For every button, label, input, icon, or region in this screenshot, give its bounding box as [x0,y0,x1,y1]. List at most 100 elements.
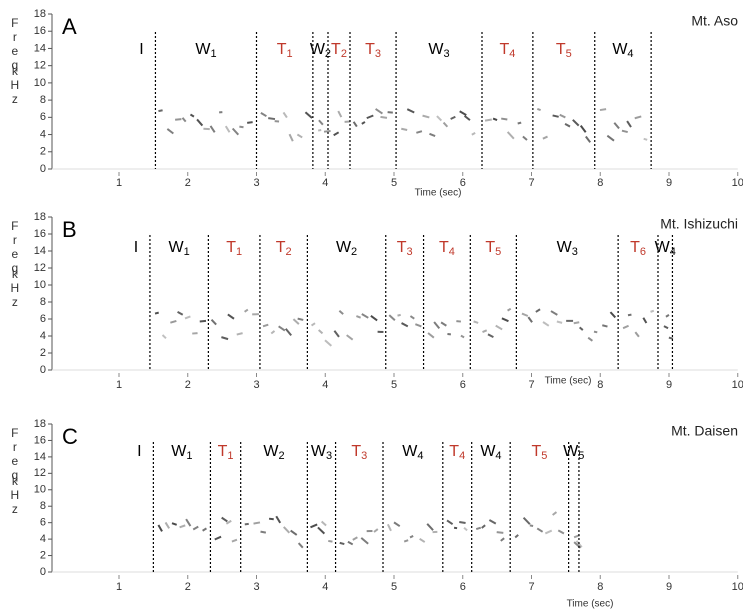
y-tick-label: 0 [40,566,46,578]
segment-label: T3 [397,239,413,258]
segment-label: W4 [480,443,501,462]
spectrogram-trace [482,329,488,334]
x-tick-label: 5 [391,177,397,189]
spectrogram-trace [161,334,167,340]
x-tick-label: 10 [732,379,743,391]
y-tick-label: 16 [34,228,46,240]
y-tick-label: 8 [40,296,46,308]
spectrogram-trace [333,330,340,338]
spectrogram-trace [366,114,374,120]
spectrogram-trace [507,307,512,312]
x-tick-label: 3 [253,177,259,189]
segment-index: 2 [341,48,347,60]
spectrogram-trace [221,516,228,523]
segment-label: T3 [351,443,367,462]
segment-name: W [336,239,352,256]
segment-label: T5 [531,443,547,462]
segment-name: I [137,443,141,460]
segment-index: 3 [406,246,412,258]
x-tick-label: 1 [116,581,122,593]
spectrogram-trace [288,133,294,142]
x-tick-label: 7 [528,177,534,189]
spectrogram-trace [199,319,207,323]
y-tick-label: 0 [40,163,46,175]
spectrogram-trace [613,122,620,130]
segment-index: 4 [417,450,423,462]
spectrogram-trace [517,121,522,125]
y-tick-label: 0 [40,364,46,376]
segment-name: I [139,41,143,58]
spectrogram-trace [564,123,571,128]
y-tick-label: 8 [40,500,46,512]
spectrogram-trace [202,527,207,532]
x-tick-label: 10 [732,581,743,593]
spectrogram-trace [542,135,548,140]
spectrogram-trace [375,108,383,115]
segment-label: W3 [557,239,578,258]
spectrogram-trace [244,308,249,313]
spectrogram-trace [436,115,443,122]
x-tick-label: 1 [116,379,122,391]
x-tick-label: 8 [597,177,603,189]
segment-label: I [139,41,143,58]
spectrogram-trace [634,115,642,120]
segment-label: W1 [169,239,190,258]
spectrogram-trace [501,317,509,323]
segment-label: T4 [499,41,515,60]
segment-index: 4 [459,450,465,462]
spectrogram-trace [253,521,261,525]
spectrogram-trace [275,515,282,524]
y-tick-label: 2 [40,347,46,359]
y-tick-label: 4 [40,533,46,545]
spectrogram-trace [239,125,244,129]
spectrogram-trace [166,128,174,135]
spectrogram-trace [544,529,553,535]
segment-name: W [480,443,496,460]
spectrogram-trace [415,323,422,328]
segment-name: T [365,41,375,58]
segment-label: T3 [365,41,381,60]
segment-label: T5 [485,239,501,258]
spectrogram-trace [621,129,628,134]
spectrogram-trace [339,541,345,546]
spectrogram-trace [552,114,559,118]
spectrogram-trace [450,115,456,120]
y-tick-label: 14 [34,245,46,257]
spectrogram-trace [185,518,192,527]
segment-name: W [310,41,326,58]
segment-label: T2 [331,41,347,60]
segment-label: I [137,443,141,460]
segment-name: W [557,239,573,256]
segment-name: W [428,41,444,58]
x-tick-label: 1 [116,177,122,189]
spectrogram-trace [426,523,434,531]
spectrogram-trace [575,540,583,548]
spectrogram-trace [501,117,508,121]
segment-label: W3 [311,443,332,462]
spectrogram-trace [268,517,274,521]
segment-name: W [563,443,579,460]
spectrogram-trace [634,331,640,338]
segment-name: T [449,443,459,460]
spectrogram-trace [663,325,669,330]
spectrogram-trace [559,113,566,119]
spectrogram-trace [231,538,238,543]
spectrogram-trace [536,527,544,533]
spectrogram-trace [262,323,269,328]
spectrogram-trace [487,333,494,338]
spectrogram-trace [171,522,178,526]
spectrogram-trace [556,320,563,324]
x-tick-label: 2 [185,177,191,189]
spectrogram-trace [521,312,529,317]
y-axis-label: kHz [8,267,22,309]
spectrogram-trace [602,324,608,328]
spectrogram-trace [401,127,408,131]
segment-label: T4 [449,443,465,462]
spectrogram-trace [170,319,177,324]
spectrogram-trace [442,121,449,128]
spectrogram-trace [475,526,482,531]
segment-name: W [311,443,327,460]
segment-label: W4 [655,239,676,258]
segment-index: 2 [279,450,285,462]
